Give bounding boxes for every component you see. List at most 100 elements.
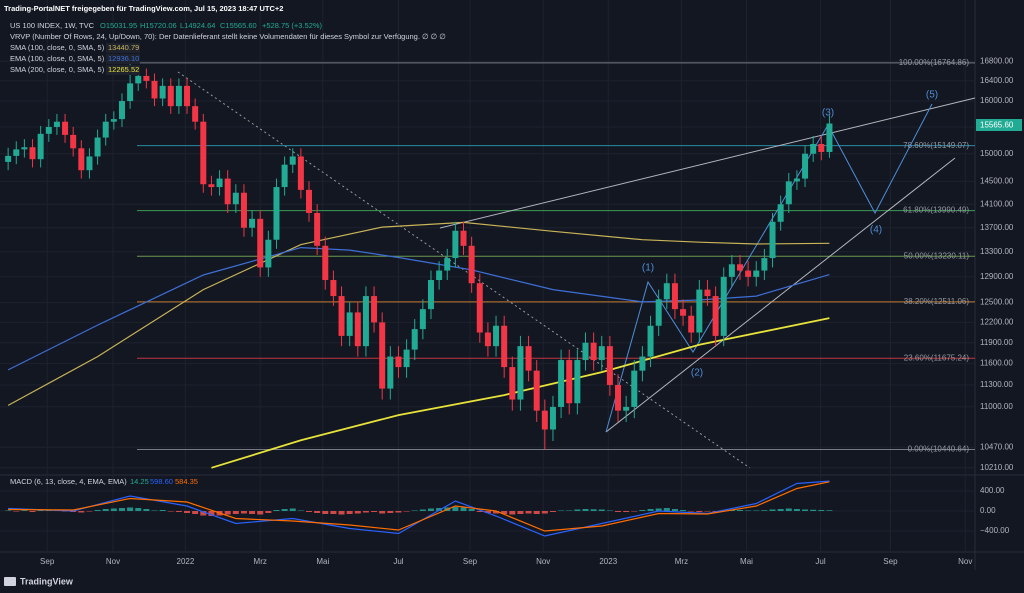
macd-line xyxy=(8,481,830,532)
candle-body xyxy=(623,406,630,411)
histogram-bar xyxy=(118,508,125,511)
histogram-bar xyxy=(736,510,743,511)
macd-name: MACD (6, 13, close, 4, EMA, EMA) xyxy=(10,477,127,486)
ohlc-low: L14924.64 xyxy=(180,21,215,30)
x-tick-label: Nov xyxy=(958,557,972,566)
y-tick-label: 0.00 xyxy=(980,506,996,515)
candle-body xyxy=(192,106,199,122)
candle-body xyxy=(720,276,727,336)
histogram-bar xyxy=(127,507,134,511)
candle-body xyxy=(86,156,93,171)
candle-body xyxy=(745,270,752,277)
candle-body xyxy=(273,187,280,240)
candle-body xyxy=(371,296,378,323)
y-tick-label: −400.00 xyxy=(980,526,1010,535)
wave-label: (3) xyxy=(822,108,834,119)
candle-body xyxy=(395,356,402,368)
histogram-bar xyxy=(436,508,443,511)
y-tick-label: 16800.00 xyxy=(980,56,1014,65)
histogram-bar xyxy=(281,509,288,511)
histogram-bar xyxy=(525,511,532,514)
histogram-bar xyxy=(647,509,654,511)
candle-body xyxy=(159,85,166,99)
histogram-bar xyxy=(387,511,394,513)
histogram-bar xyxy=(102,509,109,511)
histogram-bar xyxy=(371,511,378,512)
candle-body xyxy=(21,147,28,150)
candle-body xyxy=(688,315,695,333)
candle-body xyxy=(427,280,434,310)
brand-logo xyxy=(4,577,16,586)
histogram-bar xyxy=(460,507,467,511)
histogram-bar xyxy=(533,511,540,514)
legend-value-bg xyxy=(106,43,140,53)
candle-body xyxy=(606,346,613,385)
ohlc-open: O15031.95 xyxy=(100,21,137,30)
candle-body xyxy=(452,230,459,259)
histogram-bar xyxy=(346,511,353,514)
histogram-bar xyxy=(362,511,369,513)
histogram-bar xyxy=(395,511,402,513)
histogram-bar xyxy=(517,511,524,514)
histogram-bar xyxy=(493,511,500,514)
histogram-bar xyxy=(5,510,12,511)
chart-title: Trading-PortalNET freigegeben für Tradin… xyxy=(4,4,283,13)
candle-body xyxy=(13,149,20,156)
candle-body xyxy=(249,218,256,228)
histogram-bar xyxy=(785,508,792,511)
candle-body xyxy=(728,264,735,277)
fib-label: 61.80%(13990.49) xyxy=(903,206,969,215)
candle-body xyxy=(184,85,191,107)
histogram-bar xyxy=(501,511,508,514)
wave-label: (4) xyxy=(870,225,882,236)
histogram-bar xyxy=(704,511,711,512)
histogram-bar xyxy=(663,508,670,511)
macd-pane xyxy=(5,480,833,537)
histogram-bar xyxy=(159,510,166,511)
candle-body xyxy=(826,123,833,152)
vrvp: VRVP (Number Of Rows, 24, Up/Down, 70): … xyxy=(10,32,446,41)
histogram-bar xyxy=(314,511,321,513)
candle-body xyxy=(460,230,467,246)
legend-value-bg xyxy=(106,65,140,75)
candle-body xyxy=(62,121,69,135)
x-tick-label: Jul xyxy=(815,557,825,566)
candle-body xyxy=(761,258,768,271)
y-tick-label: 13300.00 xyxy=(980,247,1014,256)
histogram-bar xyxy=(208,511,215,516)
candle-body xyxy=(444,258,451,271)
histogram-bar xyxy=(696,511,703,512)
x-tick-label: Mrz xyxy=(675,557,688,566)
candle-body xyxy=(322,245,329,281)
histogram-bar xyxy=(680,510,687,511)
channel-line xyxy=(439,97,976,229)
macd-line xyxy=(8,480,830,537)
candle-body xyxy=(118,101,125,120)
candle-body xyxy=(476,283,483,333)
candle-body xyxy=(517,346,524,400)
legend-label: SMA (200, close, 0, SMA, 5) xyxy=(10,65,105,74)
histogram-bar xyxy=(297,510,304,511)
x-tick-label: Mai xyxy=(740,557,753,566)
x-tick-label: 2023 xyxy=(599,557,617,566)
histogram-bar xyxy=(249,511,256,514)
histogram-bar xyxy=(468,509,475,511)
legend-label: SMA (100, close, 0, SMA, 5) xyxy=(10,43,105,52)
candle-body xyxy=(558,360,565,407)
histogram-bar xyxy=(802,509,809,511)
candle-body xyxy=(753,270,760,277)
candle-body xyxy=(297,156,304,190)
histogram-bar xyxy=(257,511,264,515)
candle-body xyxy=(29,147,36,160)
candle-body xyxy=(102,121,109,138)
candle-body xyxy=(680,309,687,316)
histogram-bar xyxy=(615,511,622,512)
histogram-bar xyxy=(452,507,459,511)
y-tick-label: 16400.00 xyxy=(980,76,1014,85)
histogram-bar xyxy=(192,511,199,514)
histogram-bar xyxy=(403,511,410,512)
candle-body xyxy=(70,134,77,149)
histogram-bar xyxy=(558,510,565,511)
